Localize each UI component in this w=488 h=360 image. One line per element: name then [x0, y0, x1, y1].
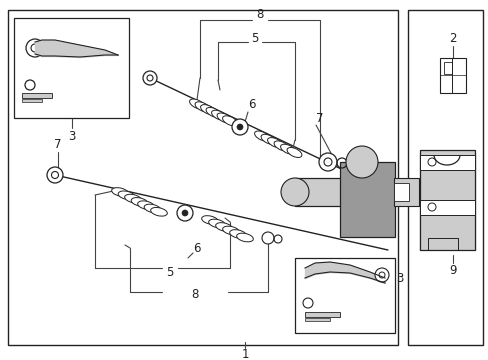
Bar — [294, 258, 394, 333]
Ellipse shape — [144, 204, 161, 213]
Ellipse shape — [261, 134, 275, 144]
Text: 5: 5 — [166, 266, 173, 279]
Ellipse shape — [229, 230, 246, 238]
Bar — [22, 99, 42, 102]
Ellipse shape — [118, 191, 135, 200]
Ellipse shape — [217, 113, 231, 123]
Ellipse shape — [124, 194, 141, 203]
Circle shape — [378, 272, 384, 278]
Text: 4: 4 — [43, 80, 50, 90]
Text: 3: 3 — [68, 130, 76, 143]
Ellipse shape — [236, 233, 253, 242]
Ellipse shape — [131, 198, 147, 206]
Text: 6: 6 — [248, 99, 255, 112]
Circle shape — [427, 158, 435, 166]
Circle shape — [51, 171, 59, 179]
Bar — [339, 162, 394, 237]
Bar — [439, 58, 465, 93]
Circle shape — [142, 71, 157, 85]
Bar — [393, 183, 408, 201]
Bar — [14, 18, 129, 118]
Bar — [407, 10, 482, 345]
Circle shape — [346, 146, 377, 178]
Text: 4: 4 — [322, 298, 329, 308]
Ellipse shape — [150, 207, 167, 216]
Text: 3: 3 — [395, 271, 403, 284]
Bar — [443, 62, 451, 74]
Bar — [294, 178, 379, 206]
Bar — [305, 318, 329, 321]
Circle shape — [237, 124, 243, 130]
Ellipse shape — [280, 144, 295, 154]
Ellipse shape — [138, 201, 154, 210]
Circle shape — [26, 39, 44, 57]
Ellipse shape — [201, 216, 218, 224]
Circle shape — [177, 205, 193, 221]
Circle shape — [31, 44, 39, 52]
Ellipse shape — [208, 219, 225, 228]
Circle shape — [47, 167, 63, 183]
Ellipse shape — [222, 116, 237, 126]
Ellipse shape — [111, 188, 128, 196]
Bar — [22, 93, 52, 98]
Ellipse shape — [215, 223, 232, 231]
Text: 5: 5 — [251, 31, 258, 45]
Bar — [419, 150, 474, 250]
Ellipse shape — [189, 99, 204, 109]
Circle shape — [182, 210, 187, 216]
Ellipse shape — [286, 148, 301, 157]
Circle shape — [147, 75, 153, 81]
Circle shape — [262, 232, 273, 244]
Circle shape — [281, 178, 308, 206]
Text: 8: 8 — [256, 9, 263, 22]
Text: 9: 9 — [448, 264, 456, 276]
Bar — [427, 238, 457, 250]
Circle shape — [231, 119, 247, 135]
Text: 7: 7 — [316, 112, 323, 125]
Ellipse shape — [267, 138, 282, 148]
Text: 1: 1 — [241, 347, 248, 360]
Bar — [419, 200, 474, 215]
Ellipse shape — [254, 131, 269, 141]
Ellipse shape — [195, 102, 209, 112]
Bar — [8, 10, 397, 345]
Circle shape — [318, 153, 336, 171]
Circle shape — [427, 203, 435, 211]
Ellipse shape — [200, 105, 215, 114]
Ellipse shape — [205, 107, 221, 117]
Bar — [305, 312, 339, 317]
Ellipse shape — [222, 226, 239, 235]
Text: 8: 8 — [191, 288, 198, 302]
Text: 2: 2 — [448, 31, 456, 45]
Text: 6: 6 — [193, 242, 201, 255]
Bar — [419, 155, 474, 170]
Text: 7: 7 — [54, 139, 61, 152]
Ellipse shape — [273, 141, 288, 151]
Circle shape — [324, 158, 331, 166]
Ellipse shape — [211, 110, 226, 120]
Bar — [393, 178, 418, 206]
Circle shape — [374, 268, 388, 282]
